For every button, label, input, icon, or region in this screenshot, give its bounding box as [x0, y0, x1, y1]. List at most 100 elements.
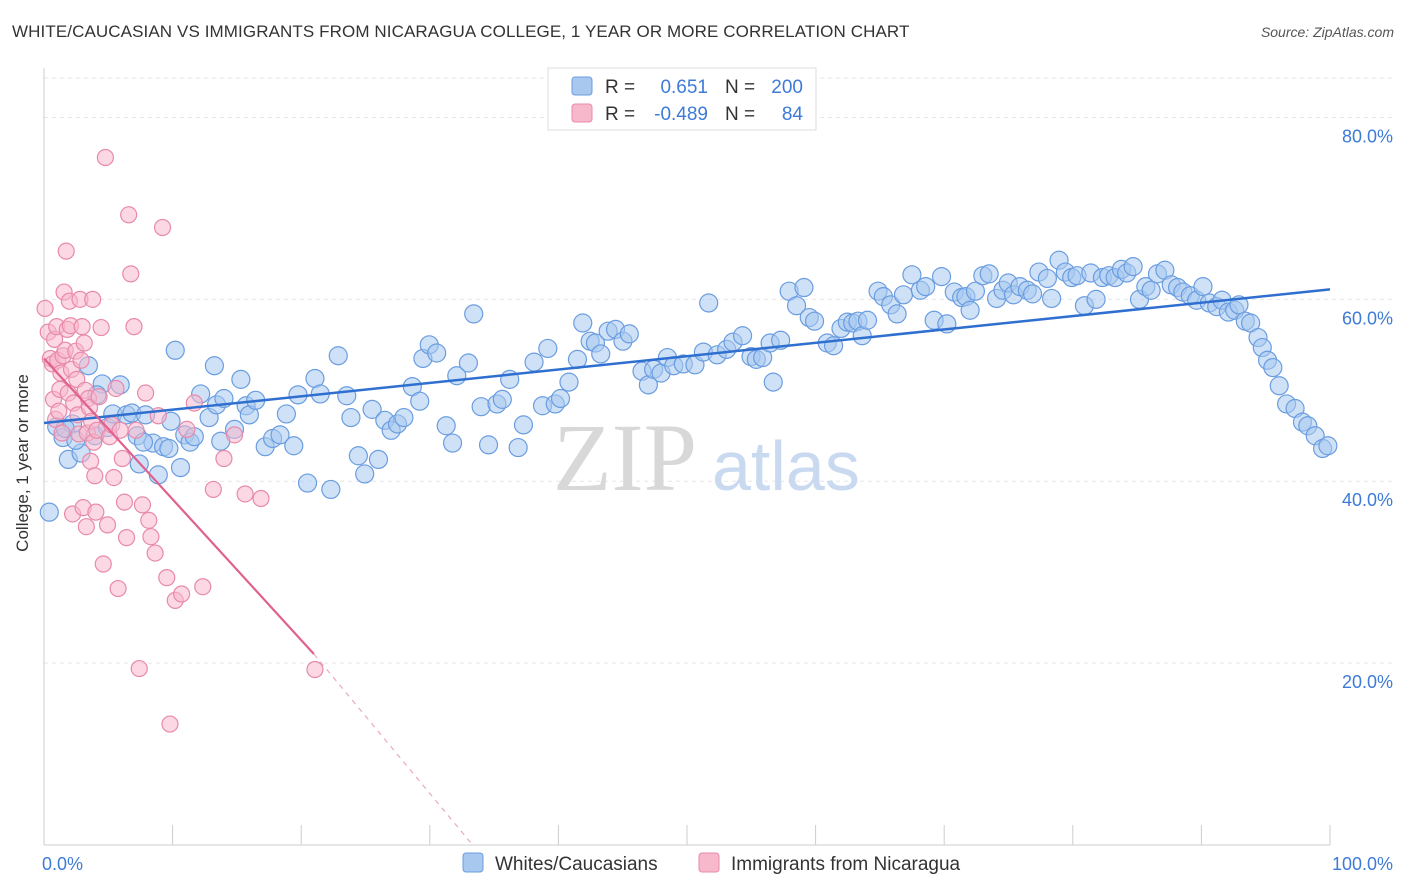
data-point-nicaragua: [81, 452, 100, 470]
x-tick-label-min: 0.0%: [42, 854, 83, 874]
data-point-whites: [297, 473, 318, 493]
data-point-nicaragua: [125, 318, 143, 336]
data-point-whites: [1141, 280, 1161, 300]
data-point-whites: [893, 285, 914, 305]
data-point-whites: [513, 415, 534, 435]
data-point-whites: [1269, 376, 1289, 396]
data-point-nicaragua: [57, 242, 75, 260]
data-point-nicaragua: [94, 555, 112, 573]
legend-swatch-blue: [571, 76, 593, 96]
data-point-whites: [732, 326, 753, 346]
data-point-whites: [394, 407, 414, 428]
data-point-whites: [794, 277, 814, 298]
bottom-legend-label-whites: Whites/Caucasians: [495, 854, 658, 875]
data-point-whites: [410, 391, 430, 411]
legend-r-value-2: -0.489: [654, 104, 708, 125]
legend-n-value-2: 84: [782, 104, 804, 125]
chart-title: WHITE/CAUCASIAN VS IMMIGRANTS FROM NICAR…: [12, 22, 910, 41]
bottom-legend-swatch-whites: [462, 852, 484, 873]
data-point-whites: [902, 265, 922, 285]
data-point-nicaragua: [215, 449, 233, 468]
data-point-whites: [559, 372, 579, 392]
data-point-nicaragua: [204, 480, 222, 499]
bottom-legend-swatch-nicaragua: [698, 852, 720, 873]
data-point-nicaragua: [142, 528, 160, 546]
data-point-nicaragua: [115, 493, 134, 511]
legend-frame: [547, 67, 817, 131]
data-point-nicaragua: [92, 318, 110, 337]
legend-n-label-2: N =: [725, 104, 755, 125]
data-point-nicaragua: [252, 489, 270, 508]
data-point-whites: [1123, 257, 1143, 277]
y-tick-label: 80.0%: [1342, 126, 1393, 146]
data-point-nicaragua: [120, 206, 138, 224]
data-point-whites: [427, 343, 447, 363]
data-point-whites: [328, 346, 348, 366]
data-point-whites: [284, 436, 304, 456]
data-point-nicaragua: [72, 351, 90, 369]
grid-layer: [44, 77, 1393, 664]
data-point-whites: [538, 338, 558, 359]
data-point-nicaragua: [158, 569, 176, 587]
data-point-nicaragua: [77, 518, 95, 536]
data-point-nicaragua: [36, 299, 54, 318]
data-point-nicaragua: [86, 467, 104, 485]
data-point-nicaragua: [194, 578, 212, 596]
legend-swatch-pink: [571, 103, 593, 123]
data-point-whites: [337, 386, 357, 406]
data-point-nicaragua: [127, 421, 145, 439]
axis-layer: 20.0% 40.0% 60.0% 80.0% 0.0% 100.0%: [42, 68, 1393, 874]
data-point-whites: [231, 369, 251, 389]
data-point-whites: [931, 267, 952, 287]
trend-layer: [43, 288, 1331, 846]
data-point-nicaragua: [75, 334, 93, 352]
data-point-whites: [550, 388, 571, 409]
data-point-nicaragua: [130, 659, 148, 678]
legend-n-value-1: 200: [771, 77, 803, 98]
data-point-whites: [348, 446, 368, 466]
trend-line-whites: [43, 288, 1331, 425]
data-point-whites: [442, 433, 463, 453]
data-point-nicaragua: [73, 318, 91, 336]
data-point-whites: [1086, 289, 1106, 309]
trend-line-nicaragua: [43, 357, 315, 655]
data-point-nicaragua: [225, 426, 244, 444]
data-point-whites: [39, 502, 59, 522]
data-point-whites: [786, 296, 807, 316]
data-point-whites: [436, 416, 456, 436]
data-point-whites: [321, 479, 341, 500]
data-point-whites: [804, 311, 825, 331]
data-point-whites: [204, 356, 225, 376]
trend-line-nicaragua-extension: [313, 653, 474, 846]
data-point-whites: [1042, 288, 1062, 309]
data-point-whites: [270, 425, 290, 445]
data-point-whites: [478, 435, 499, 455]
data-point-whites: [857, 310, 878, 330]
legend-r-label-2: R =: [605, 104, 635, 125]
data-point-nicaragua: [96, 148, 114, 167]
data-point-nicaragua: [172, 585, 191, 603]
data-point-nicaragua: [53, 424, 71, 442]
data-point-whites: [170, 457, 191, 478]
data-point-nicaragua: [50, 402, 68, 420]
data-point-whites: [148, 465, 168, 485]
data-point-whites: [458, 353, 479, 373]
data-point-nicaragua: [98, 516, 117, 534]
data-point-nicaragua: [133, 496, 152, 514]
data-point-nicaragua: [87, 503, 105, 521]
data-point-whites: [368, 449, 389, 470]
watermark-atlas: atlas: [712, 427, 860, 505]
x-tick-label-max: 100.0%: [1332, 854, 1393, 874]
data-point-whites: [573, 313, 593, 333]
data-point-nicaragua: [236, 485, 254, 503]
data-point-nicaragua: [137, 384, 155, 402]
data-point-whites: [979, 264, 999, 284]
data-point-whites: [1263, 357, 1283, 378]
data-point-whites: [464, 304, 484, 324]
legend-box: R = 0.651 N = 200 R = -0.489 N = 84: [547, 67, 817, 131]
data-point-whites: [965, 281, 986, 301]
data-point-whites: [165, 340, 185, 360]
data-point-whites: [1193, 277, 1213, 297]
data-point-whites: [699, 293, 719, 313]
